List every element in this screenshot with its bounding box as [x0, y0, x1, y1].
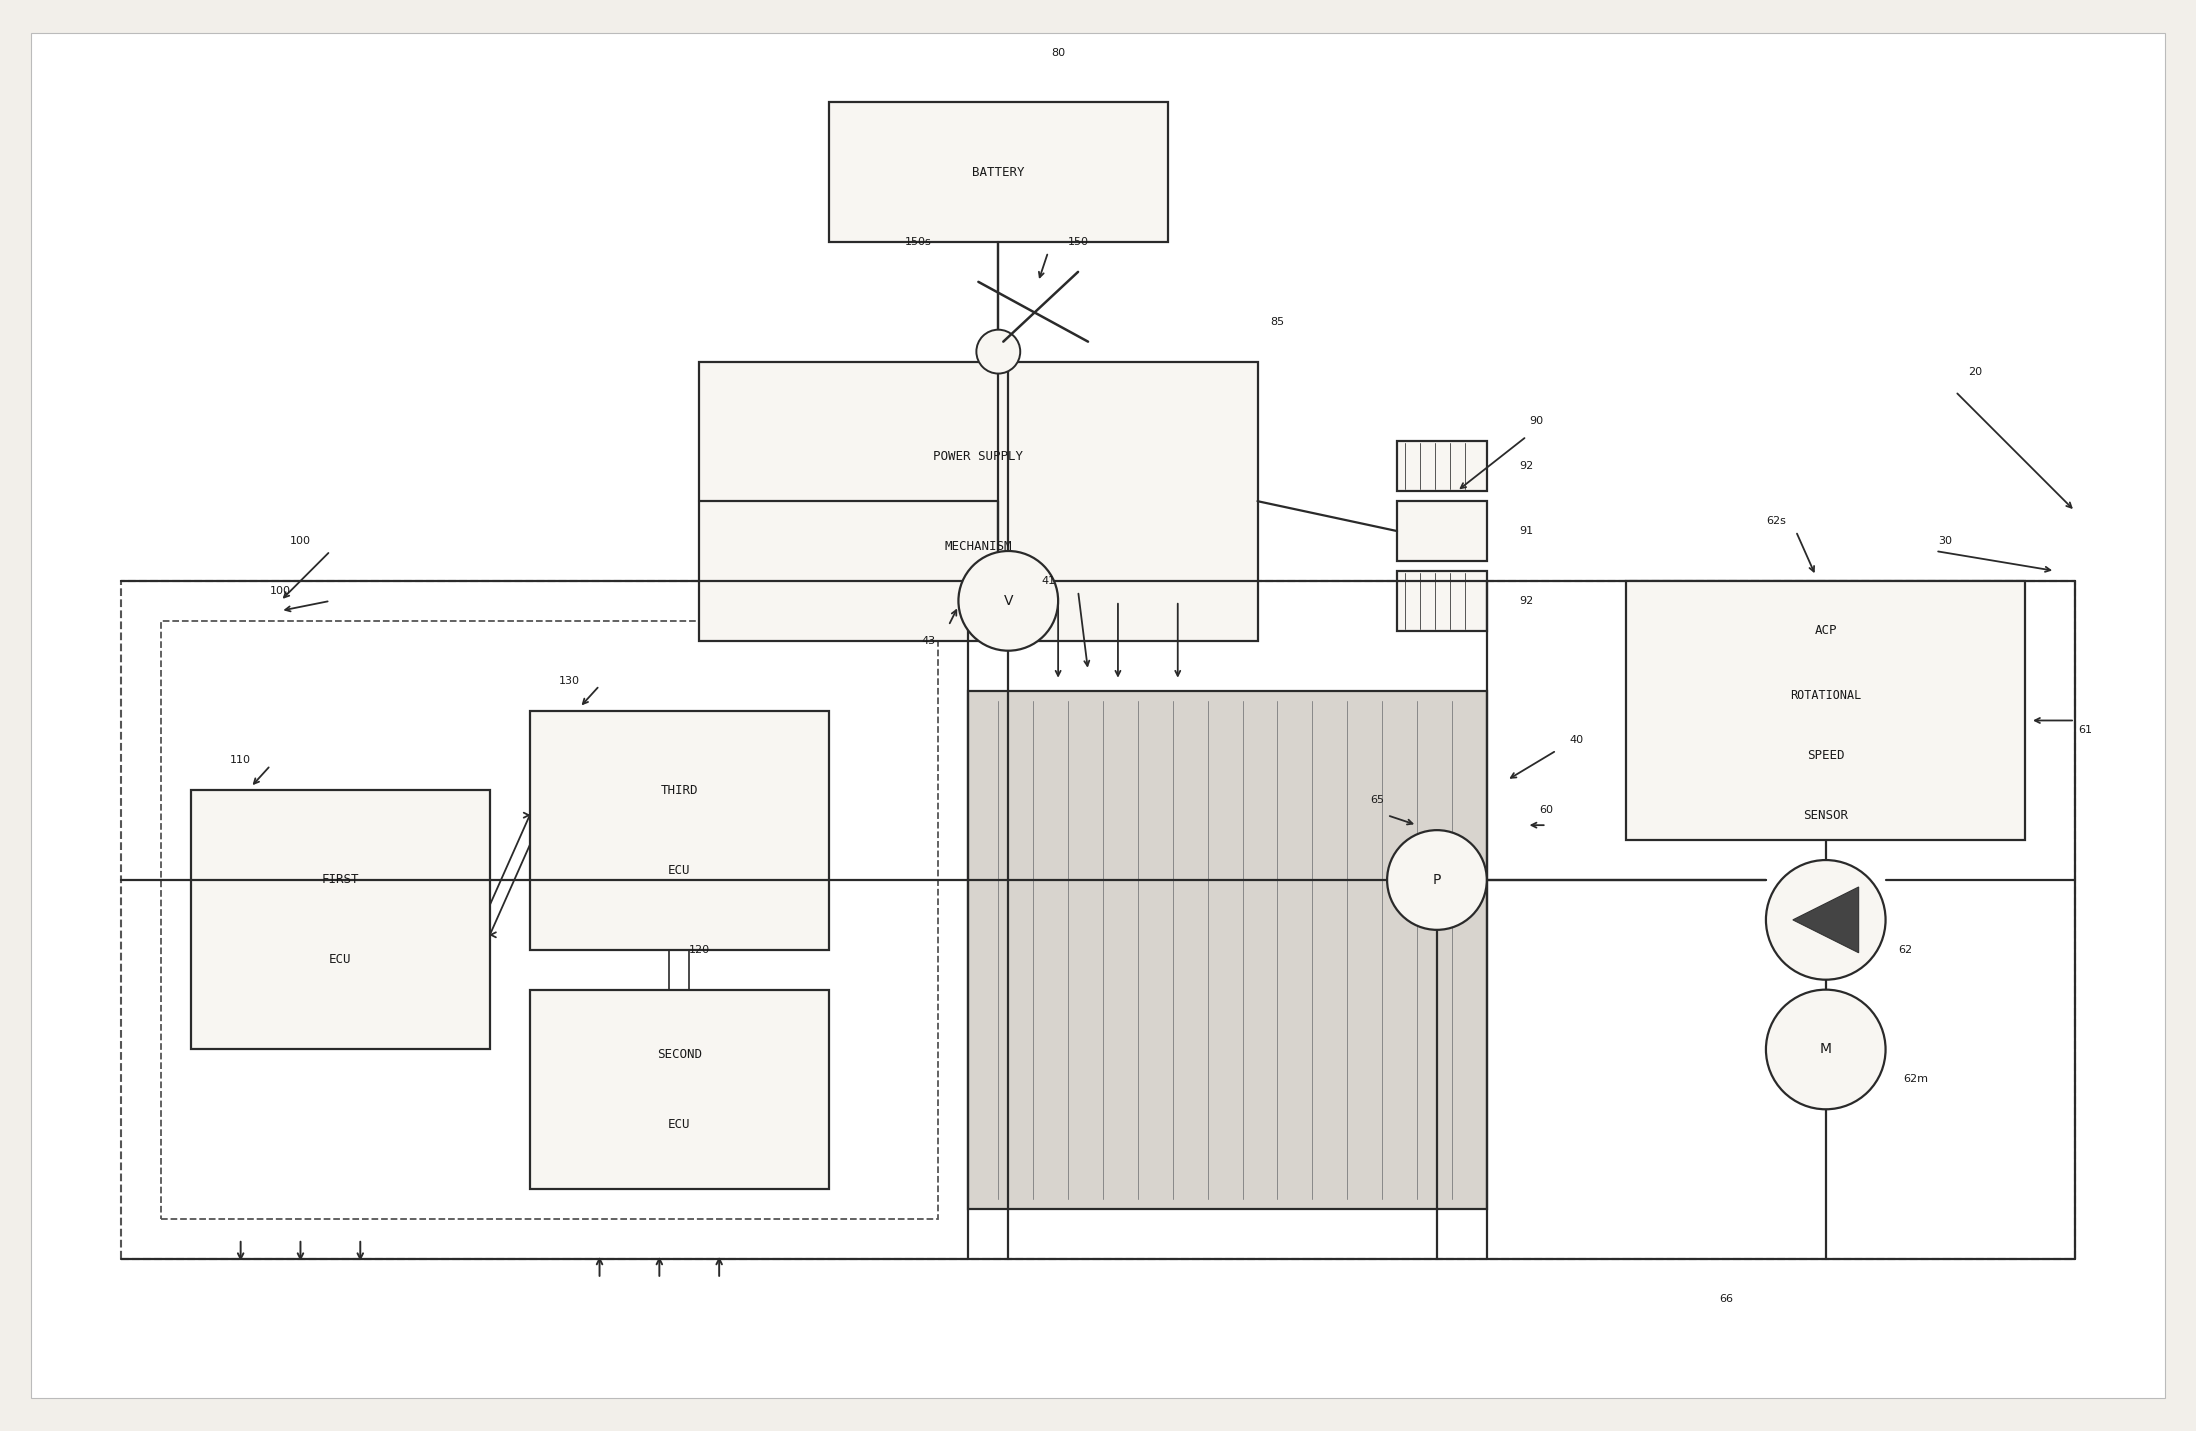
Text: THIRD: THIRD [661, 784, 698, 797]
Text: POWER SUPPLY: POWER SUPPLY [933, 449, 1023, 462]
Text: 41: 41 [1041, 575, 1056, 585]
Text: 91: 91 [1520, 527, 1533, 537]
Bar [121, 581, 2075, 1259]
Bar [160, 621, 938, 1219]
Bar [968, 691, 1487, 1209]
Text: 61: 61 [2077, 726, 2093, 736]
Text: 92: 92 [1520, 461, 1533, 471]
Text: 110: 110 [231, 756, 250, 766]
Text: ECU: ECU [668, 1118, 690, 1130]
Text: SECOND: SECOND [657, 1047, 703, 1060]
Bar [529, 711, 828, 950]
Text: 130: 130 [560, 675, 580, 685]
Text: 85: 85 [1269, 316, 1285, 326]
Bar [529, 990, 828, 1189]
Text: 65: 65 [1370, 796, 1383, 806]
Text: V: V [1004, 594, 1012, 608]
Text: 62m: 62m [1904, 1075, 1928, 1085]
Text: ROTATIONAL: ROTATIONAL [1790, 690, 1862, 703]
Text: FIRST: FIRST [321, 873, 360, 886]
Bar [191, 790, 490, 1049]
Text: 80: 80 [1052, 47, 1065, 57]
Circle shape [1388, 830, 1487, 930]
Circle shape [1766, 990, 1886, 1109]
Bar [1397, 441, 1487, 491]
Bar [828, 103, 1168, 242]
Bar [1397, 571, 1487, 631]
Circle shape [957, 551, 1058, 651]
Bar [1627, 581, 2025, 840]
Text: 60: 60 [1539, 806, 1553, 816]
Polygon shape [1792, 887, 1858, 953]
Text: ACP: ACP [1814, 624, 1838, 637]
Text: ECU: ECU [329, 953, 351, 966]
Text: 120: 120 [690, 944, 709, 954]
Text: 100: 100 [290, 537, 312, 547]
Text: SENSOR: SENSOR [1803, 809, 1849, 821]
Text: 66: 66 [1719, 1294, 1733, 1304]
Text: MECHANISM: MECHANISM [944, 539, 1012, 552]
Bar [1397, 501, 1487, 561]
Text: BATTERY: BATTERY [973, 166, 1026, 179]
Text: 100: 100 [270, 585, 292, 595]
Text: 62s: 62s [1766, 517, 1785, 527]
Text: 150s: 150s [905, 238, 931, 248]
Text: 43: 43 [922, 635, 935, 645]
Text: 90: 90 [1531, 416, 1544, 426]
Bar [698, 362, 1258, 641]
Text: 92: 92 [1520, 595, 1533, 605]
Text: M: M [1820, 1042, 1831, 1056]
Text: 40: 40 [1570, 736, 1583, 746]
Text: 150: 150 [1067, 238, 1089, 248]
Text: 30: 30 [1939, 537, 1952, 547]
Text: SPEED: SPEED [1807, 748, 1845, 761]
Text: P: P [1432, 873, 1441, 887]
Circle shape [977, 329, 1021, 373]
Text: 62: 62 [1900, 944, 1913, 954]
Text: ECU: ECU [668, 863, 690, 877]
Circle shape [1766, 860, 1886, 980]
Text: 20: 20 [1968, 366, 1983, 376]
